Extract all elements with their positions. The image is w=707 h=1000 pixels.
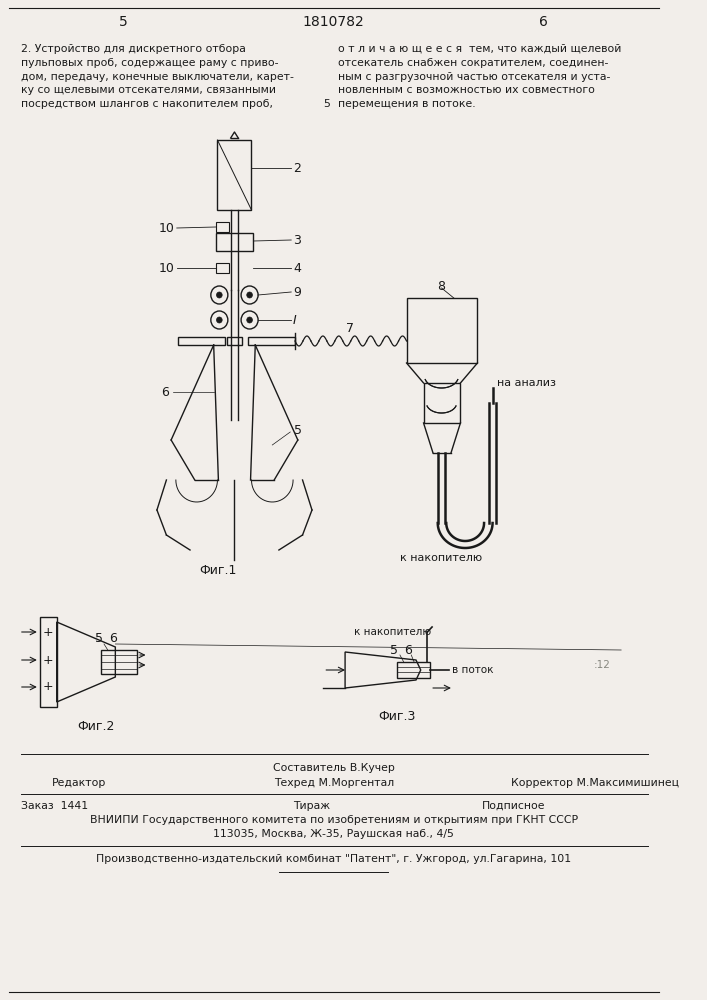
Text: на анализ: на анализ [497,378,556,388]
Text: 5: 5 [294,424,302,436]
Circle shape [247,292,252,298]
Text: дом, передачу, конечные выключатели, карет-: дом, передачу, конечные выключатели, кар… [21,72,293,82]
Bar [407,298,477,363]
Text: 6: 6 [110,633,117,646]
Text: Производственно-издательский комбинат "Патент", г. Ужгород, ул.Гагарина, 101: Производственно-издательский комбинат "П… [96,854,571,864]
Bar [397,662,430,678]
Text: Техред М.Моргентал: Техред М.Моргентал [274,778,394,788]
Text: перемещения в потоке.: перемещения в потоке. [339,99,476,109]
Text: пульповых проб, содержащее раму с приво-: пульповых проб, содержащее раму с приво- [21,58,279,68]
Text: Подписное: Подписное [482,801,546,811]
Text: Редактор: Редактор [52,778,106,788]
Text: к накопителю: к накопителю [400,553,483,563]
Circle shape [216,292,222,298]
Text: 6: 6 [404,644,412,656]
Text: +: + [43,626,54,639]
Text: 1810782: 1810782 [303,15,365,29]
Bar [177,337,225,345]
Bar [216,263,229,273]
Text: в поток: в поток [452,665,493,675]
Text: :12: :12 [594,660,611,670]
Text: 2. Устройство для дискретного отбора: 2. Устройство для дискретного отбора [21,44,245,54]
Text: 8: 8 [438,279,445,292]
Text: ВНИИПИ Государственного комитета по изобретениям и открытиям при ГКНТ СССР: ВНИИПИ Государственного комитета по изоб… [90,815,578,825]
Bar [40,617,57,707]
Text: +: + [43,654,54,666]
Text: 5: 5 [119,15,127,29]
Text: 6: 6 [161,385,170,398]
Text: посредством шлангов с накопителем проб,: посредством шлангов с накопителем проб, [21,99,273,109]
Text: Тираж: Тираж [293,801,330,811]
Text: ку со щелевыми отсекателями, связанными: ку со щелевыми отсекателями, связанными [21,85,276,95]
Text: Фиг.3: Фиг.3 [378,710,416,724]
Text: Фиг.2: Фиг.2 [78,720,115,734]
Bar [247,337,295,345]
Text: 6: 6 [539,15,548,29]
Text: Фиг.1: Фиг.1 [199,564,236,576]
Text: 2: 2 [293,161,301,174]
Bar [216,222,229,232]
Text: 10: 10 [159,222,175,234]
Text: +: + [43,680,54,694]
Text: ным с разгрузочной частью отсекателя и уста-: ным с разгрузочной частью отсекателя и у… [339,72,611,82]
Bar [227,337,242,345]
Text: 7: 7 [346,322,354,334]
Circle shape [247,317,252,323]
Text: Корректор М.Максимишинец: Корректор М.Максимишинец [510,778,679,788]
Text: 5: 5 [322,99,329,109]
Text: 5: 5 [390,644,398,656]
Text: к накопителю: к накопителю [354,627,431,637]
Text: о т л и ч а ю щ е е с я  тем, что каждый щелевой: о т л и ч а ю щ е е с я тем, что каждый … [339,44,622,54]
Circle shape [216,317,222,323]
Text: 9: 9 [293,286,301,298]
Text: Составитель В.Кучер: Составитель В.Кучер [273,763,395,773]
Bar [423,383,460,423]
Text: новленным с возможностью их совместного: новленным с возможностью их совместного [339,85,595,95]
Text: 113035, Москва, Ж-35, Раушская наб., 4/5: 113035, Москва, Ж-35, Раушская наб., 4/5 [214,829,454,839]
Bar [101,650,137,674]
Bar [216,233,253,251]
Text: 3: 3 [293,233,301,246]
Text: 10: 10 [159,261,175,274]
Text: I: I [293,314,297,326]
Bar [218,140,252,210]
Text: 5: 5 [95,633,103,646]
Text: Заказ  1441: Заказ 1441 [21,801,88,811]
Text: отсекатель снабжен сократителем, соединен-: отсекатель снабжен сократителем, соедине… [339,58,609,68]
Text: 4: 4 [293,261,301,274]
